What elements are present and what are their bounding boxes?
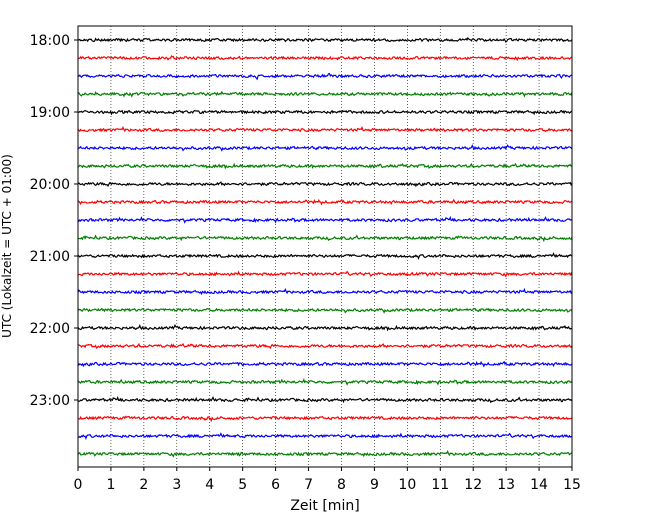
x-tick-label: 2 xyxy=(139,477,148,493)
trace-line xyxy=(77,432,573,440)
x-tick-label: 12 xyxy=(464,477,482,493)
trace-line xyxy=(77,90,573,98)
trace-line xyxy=(77,198,573,206)
x-tick-label: 6 xyxy=(271,477,280,493)
x-tick-label: 10 xyxy=(398,477,416,493)
trace-line xyxy=(77,215,573,224)
trace-line xyxy=(77,162,573,170)
x-tick-label: 7 xyxy=(304,477,313,493)
x-tick-label: 9 xyxy=(370,477,379,493)
x-tick-label: 0 xyxy=(74,477,83,493)
y-tick-label: 21:00 xyxy=(30,249,70,265)
x-axis-label: Zeit [min] xyxy=(290,498,359,514)
x-tick-label: 11 xyxy=(431,477,449,493)
trace-line xyxy=(77,449,573,458)
trace-line xyxy=(77,144,573,152)
trace-line xyxy=(77,252,573,260)
trace-line xyxy=(77,395,573,404)
x-tick-label: 8 xyxy=(337,477,346,493)
x-tick-label: 15 xyxy=(563,477,581,493)
y-axis-ticks: 18:00 19:00 20:00 21:00 22:00 23:00 xyxy=(30,33,78,409)
x-axis-ticks: 0 1 2 3 4 5 6 7 8 9 10 11 12 13 14 15 xyxy=(74,467,581,493)
y-tick-label: 19:00 xyxy=(30,105,70,121)
y-tick-label: 20:00 xyxy=(30,177,70,193)
y-axis-label: UTC (Lokalzeit = UTC + 01:00) xyxy=(0,154,14,338)
y-tick-label: 18:00 xyxy=(30,33,70,49)
trace-line xyxy=(77,360,573,368)
trace-line xyxy=(77,36,573,43)
trace-line xyxy=(77,323,573,332)
trace-line xyxy=(77,270,573,278)
trace-line xyxy=(77,72,573,81)
x-tick-label: 5 xyxy=(238,477,247,493)
x-tick-label: 3 xyxy=(172,477,181,493)
y-tick-label: 22:00 xyxy=(30,321,70,337)
trace-lines xyxy=(77,36,573,458)
y-tick-label: 23:00 xyxy=(30,393,70,409)
trace-line xyxy=(77,181,573,188)
trace-line xyxy=(77,287,573,296)
trace-line xyxy=(77,109,573,116)
trace-line xyxy=(77,55,573,62)
trace-line xyxy=(77,234,573,243)
x-tick-label: 1 xyxy=(106,477,115,493)
trace-line xyxy=(77,307,573,314)
x-tick-label: 14 xyxy=(530,477,548,493)
trace-line xyxy=(77,125,573,133)
trace-line xyxy=(77,415,573,423)
trace-line xyxy=(77,342,573,350)
x-tick-label: 4 xyxy=(205,477,214,493)
plot-frame xyxy=(77,25,573,468)
x-tick-label: 13 xyxy=(497,477,515,493)
trace-line xyxy=(77,378,573,386)
